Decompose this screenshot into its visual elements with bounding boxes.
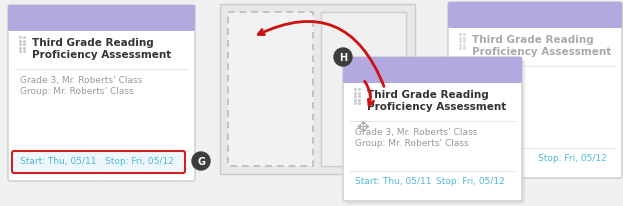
Text: Start: Thu, 05/11: Start: Thu, 05/11 xyxy=(20,157,97,166)
Text: 11: 11 xyxy=(460,154,472,163)
FancyBboxPatch shape xyxy=(346,61,525,204)
FancyBboxPatch shape xyxy=(12,151,185,173)
FancyBboxPatch shape xyxy=(8,6,195,32)
Bar xyxy=(228,13,313,166)
Text: Stop: Fri, 05/12: Stop: Fri, 05/12 xyxy=(538,154,607,163)
FancyBboxPatch shape xyxy=(8,6,195,181)
FancyBboxPatch shape xyxy=(343,58,522,201)
Circle shape xyxy=(334,49,352,67)
Text: ✥: ✥ xyxy=(356,119,369,134)
Text: Start: Thu, 05/11: Start: Thu, 05/11 xyxy=(355,177,432,186)
Text: Proficiency Assessment: Proficiency Assessment xyxy=(32,50,171,60)
Text: berts’ Class: berts’ Class xyxy=(460,73,513,82)
FancyBboxPatch shape xyxy=(228,13,313,166)
Circle shape xyxy=(192,152,210,170)
Text: Stop: Fri, 05/12: Stop: Fri, 05/12 xyxy=(436,177,505,186)
Text: berts’ Class: berts’ Class xyxy=(460,84,513,92)
Text: Grade 3, Mr. Roberts’ Class: Grade 3, Mr. Roberts’ Class xyxy=(355,127,477,136)
Text: Third Grade Reading: Third Grade Reading xyxy=(367,90,489,99)
Bar xyxy=(321,13,406,166)
FancyBboxPatch shape xyxy=(448,3,622,178)
Text: Stop: Fri, 05/12: Stop: Fri, 05/12 xyxy=(105,157,174,166)
Text: Group: Mr. Roberts’ Class: Group: Mr. Roberts’ Class xyxy=(20,87,133,96)
FancyBboxPatch shape xyxy=(448,3,622,29)
Text: H: H xyxy=(339,53,347,63)
Text: Group: Mr. Roberts’ Class: Group: Mr. Roberts’ Class xyxy=(355,138,468,147)
Bar xyxy=(220,5,415,174)
Text: Third Grade Reading: Third Grade Reading xyxy=(32,38,154,48)
Bar xyxy=(452,5,618,27)
Text: Proficiency Assessment: Proficiency Assessment xyxy=(472,47,611,57)
Text: Third Grade Reading: Third Grade Reading xyxy=(472,35,594,45)
Text: Proficiency Assessment: Proficiency Assessment xyxy=(367,102,506,111)
Text: G: G xyxy=(197,156,205,166)
FancyBboxPatch shape xyxy=(343,58,522,84)
Bar xyxy=(347,60,518,82)
Bar xyxy=(12,8,191,30)
Text: Grade 3, Mr. Roberts’ Class: Grade 3, Mr. Roberts’ Class xyxy=(20,76,142,85)
